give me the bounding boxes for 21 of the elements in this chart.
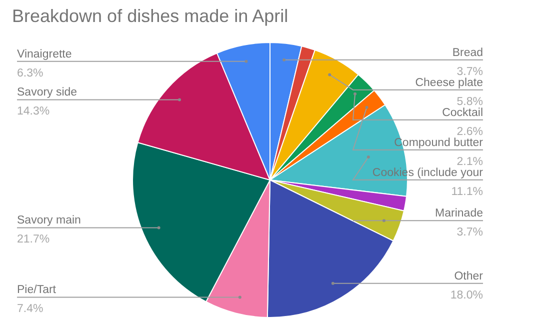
slice-label: Bread (452, 46, 483, 59)
data-label: 7.4% (17, 303, 44, 316)
slice-label: Pie/Tart (17, 284, 57, 296)
slice-label: Vinaigrette (17, 48, 72, 60)
slice-label: Savory side (17, 86, 78, 99)
chart-title: Breakdown of dishes made in April (12, 6, 288, 27)
data-label: 2.6% (456, 126, 483, 138)
slice-label: Marinade (435, 208, 483, 220)
data-label: 21.7% (17, 234, 50, 246)
slice-label: Savory main (17, 214, 81, 227)
data-label: 3.7% (456, 66, 483, 78)
slice-label: Other (454, 270, 484, 282)
data-label: 14.3% (17, 106, 50, 118)
data-label: 3.7% (456, 226, 483, 239)
data-label: 6.3% (17, 67, 44, 80)
data-label: 11.1% (451, 186, 483, 198)
slice-label: Cocktail (442, 106, 483, 119)
slice-label: Cheese plate (415, 76, 483, 89)
data-label: 18.0% (450, 289, 483, 302)
data-label: 2.1% (456, 156, 483, 168)
data-label: 5.8% (456, 96, 483, 108)
